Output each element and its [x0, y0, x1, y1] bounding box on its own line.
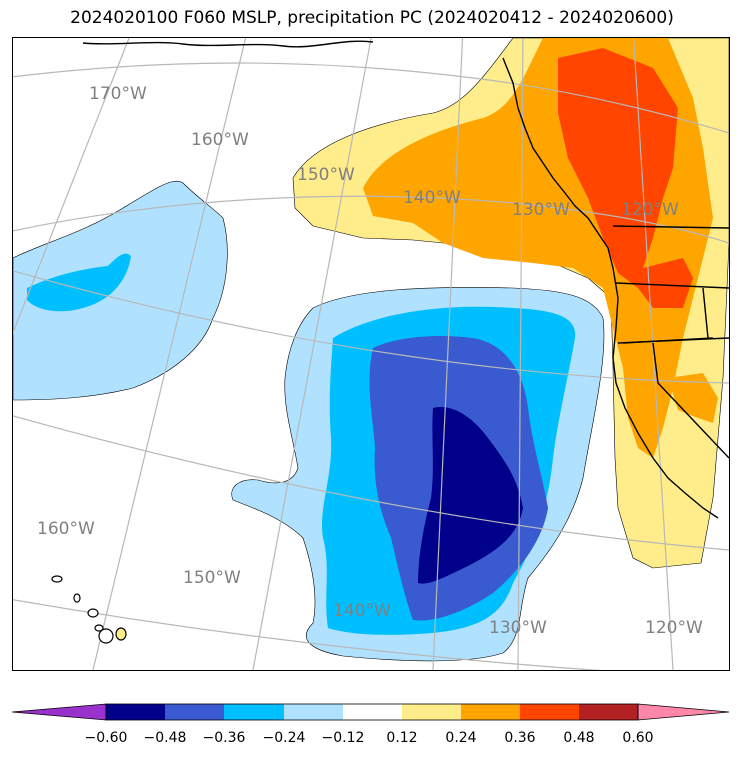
chart-title: 2024020100 F060 MSLP, precipitation PC (… — [70, 8, 674, 28]
colorbar-segment-3 — [224, 704, 284, 720]
longitude-label-160w-top: 160°W — [191, 130, 249, 150]
parallel-line-4 — [13, 415, 729, 551]
colorbar — [12, 703, 730, 721]
negative-anomaly-west — [13, 180, 228, 401]
meridian-line-3 — [252, 38, 372, 670]
alaska-coast — [82, 40, 374, 48]
longitude-label-120w-top: 120°W — [621, 200, 679, 220]
longitude-label-150w-bottom: 150°W — [183, 568, 241, 588]
meridian-line-5 — [517, 38, 524, 670]
anomaly-0.24-0.36-south — [668, 373, 718, 423]
colorbar-segment-1 — [106, 704, 165, 720]
coastlines — [82, 40, 729, 519]
state-border-1 — [615, 282, 729, 289]
us-west-coast — [612, 267, 719, 519]
colorbar-tick-1: −0.60 — [84, 730, 128, 746]
state-border-5 — [622, 337, 714, 344]
island-1 — [51, 575, 63, 583]
colorbar-tick-5: −0.12 — [321, 730, 365, 746]
anomaly-neg-0.24-0.36-west — [27, 253, 131, 312]
longitude-label-130w-top: 130°W — [512, 200, 570, 220]
colorbar-segment-9 — [579, 704, 638, 720]
colorbar-tick-3: −0.36 — [202, 730, 246, 746]
colorbar-segment-8 — [520, 704, 579, 720]
colorbar-tick-6: 0.12 — [386, 730, 418, 746]
map-panel: 170°W 160°W 150°W 140°W 130°W 120°W 160°… — [12, 37, 730, 671]
longitude-label-150w-top: 150°W — [297, 165, 355, 185]
state-border-4 — [702, 287, 709, 339]
meridian-line-4 — [432, 38, 464, 670]
meridian-line-2 — [92, 38, 247, 670]
parallel-line-1 — [13, 62, 729, 134]
colorbar-segment-5 — [343, 704, 402, 720]
colorbar-outline — [105, 703, 639, 721]
longitude-label-160w-bottom: 160°W — [37, 519, 95, 539]
map-canvas — [13, 38, 729, 670]
colorbar-segment-4 — [284, 704, 343, 720]
longitude-label-140w-top: 140°W — [403, 188, 461, 208]
hawaii-islands — [51, 575, 127, 644]
state-border-3 — [652, 342, 729, 459]
island-5 — [98, 628, 114, 644]
colorbar-segment-2 — [165, 704, 224, 720]
graticule — [13, 38, 729, 670]
longitude-label-170w-top: 170°W — [89, 84, 147, 104]
colorbar-tick-2: −0.48 — [143, 730, 187, 746]
colorbar-tick-4: −0.24 — [262, 730, 306, 746]
parallel-line-5 — [13, 599, 602, 670]
island-6 — [115, 627, 127, 641]
island-3 — [87, 608, 99, 618]
positive-anomaly-region — [292, 38, 729, 569]
colorbar-extend-right — [637, 703, 730, 721]
colorbar-tick-7: 0.24 — [445, 730, 477, 746]
longitude-label-130w-bottom: 130°W — [489, 618, 547, 638]
meridian-line-1 — [13, 38, 130, 335]
colorbar-segment-7 — [461, 704, 520, 720]
anomaly-neg-0.48-0.60 — [418, 407, 523, 584]
parallel-line-2 — [13, 195, 729, 244]
colorbar-tick-9: 0.48 — [563, 730, 595, 746]
anomaly-neg-0.12-0.24-west — [13, 180, 228, 401]
island-4 — [94, 624, 104, 632]
colorbar-segment-6 — [402, 704, 461, 720]
colorbar-tick-10: 0.60 — [622, 730, 654, 746]
colorbar-extend-left — [12, 703, 107, 721]
meridian-line-6 — [633, 38, 674, 670]
colorbar-tick-8: 0.36 — [504, 730, 536, 746]
island-2 — [73, 593, 81, 603]
longitude-label-140w-bottom: 140°W — [333, 601, 391, 621]
negative-anomaly-central — [231, 287, 605, 662]
canada-us-border — [612, 225, 729, 229]
bc-coast — [502, 57, 614, 269]
longitude-label-120w-bottom: 120°W — [645, 618, 703, 638]
